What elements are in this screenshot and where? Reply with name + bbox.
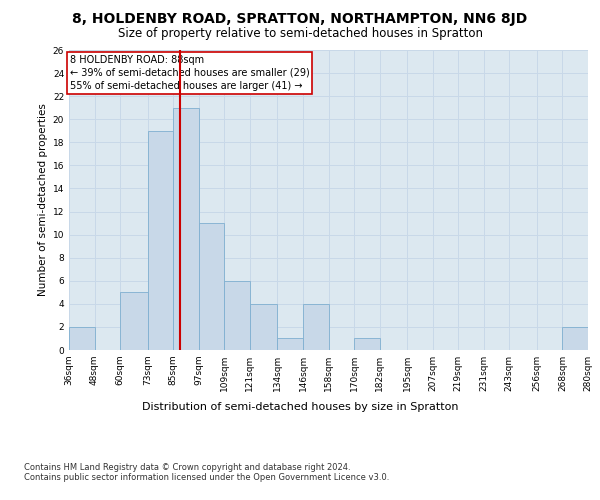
Text: 8 HOLDENBY ROAD: 88sqm
← 39% of semi-detached houses are smaller (29)
55% of sem: 8 HOLDENBY ROAD: 88sqm ← 39% of semi-det… (70, 54, 310, 91)
Y-axis label: Number of semi-detached properties: Number of semi-detached properties (38, 104, 49, 296)
Text: 8, HOLDENBY ROAD, SPRATTON, NORTHAMPTON, NN6 8JD: 8, HOLDENBY ROAD, SPRATTON, NORTHAMPTON,… (73, 12, 527, 26)
Bar (148, 131, 173, 350)
Bar (562, 327, 588, 350)
Bar (224, 281, 250, 350)
Bar (173, 108, 199, 350)
Bar (69, 327, 95, 350)
Bar (303, 304, 329, 350)
Bar (250, 304, 277, 350)
Bar (354, 338, 380, 350)
Text: Size of property relative to semi-detached houses in Spratton: Size of property relative to semi-detach… (118, 28, 482, 40)
Text: Contains HM Land Registry data © Crown copyright and database right 2024.
Contai: Contains HM Land Registry data © Crown c… (24, 462, 389, 482)
Bar (120, 292, 148, 350)
Text: Distribution of semi-detached houses by size in Spratton: Distribution of semi-detached houses by … (142, 402, 458, 412)
Bar (277, 338, 303, 350)
Bar (199, 223, 224, 350)
